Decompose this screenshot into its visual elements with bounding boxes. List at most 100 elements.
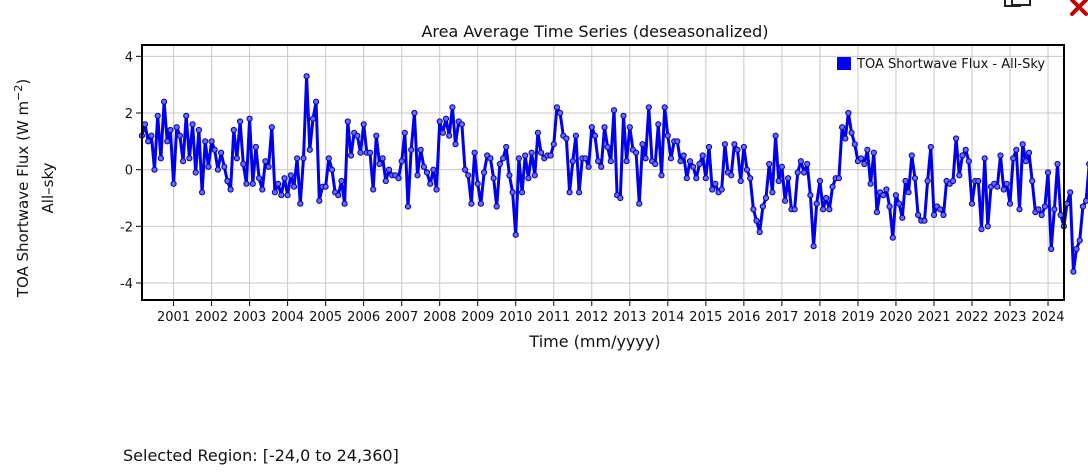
data-point[interactable] xyxy=(176,132,183,139)
data-point[interactable] xyxy=(420,163,427,170)
data-point[interactable] xyxy=(167,126,174,134)
data-point[interactable] xyxy=(1035,206,1042,213)
data-point[interactable] xyxy=(414,172,421,179)
data-point[interactable] xyxy=(699,152,706,159)
data-point[interactable] xyxy=(940,211,947,219)
data-point[interactable] xyxy=(148,132,155,139)
data-point[interactable] xyxy=(490,175,497,182)
data-point[interactable] xyxy=(569,158,576,165)
data-point[interactable] xyxy=(192,169,199,176)
data-point[interactable] xyxy=(398,158,405,165)
data-point[interactable] xyxy=(1003,180,1010,187)
data-point[interactable] xyxy=(858,155,865,162)
data-point[interactable] xyxy=(658,172,665,179)
data-point[interactable] xyxy=(417,146,424,153)
data-point[interactable] xyxy=(962,146,969,153)
data-point[interactable] xyxy=(281,175,288,182)
data-point[interactable] xyxy=(252,143,259,151)
data-point[interactable] xyxy=(287,172,294,179)
data-point[interactable] xyxy=(430,166,437,173)
data-point[interactable] xyxy=(458,121,465,128)
data-point[interactable] xyxy=(1038,211,1045,219)
data-point[interactable] xyxy=(316,197,323,204)
data-point[interactable] xyxy=(328,166,336,173)
data-point[interactable] xyxy=(655,121,662,128)
data-point[interactable] xyxy=(481,169,488,176)
data-point[interactable] xyxy=(256,175,263,182)
data-point[interactable] xyxy=(664,132,671,139)
data-point[interactable] xyxy=(506,172,513,179)
data-point[interactable] xyxy=(449,104,456,111)
data-point[interactable] xyxy=(189,121,196,128)
data-point[interactable] xyxy=(572,132,580,139)
data-point[interactable] xyxy=(278,192,285,199)
data-point[interactable] xyxy=(956,172,963,179)
data-point[interactable] xyxy=(341,200,348,207)
data-point[interactable] xyxy=(870,149,877,156)
data-point[interactable] xyxy=(965,158,972,165)
data-point[interactable] xyxy=(202,138,209,145)
data-point[interactable] xyxy=(1079,203,1087,210)
data-point[interactable] xyxy=(1070,268,1077,275)
data-point[interactable] xyxy=(404,203,412,210)
data-point[interactable] xyxy=(519,189,526,196)
data-point[interactable] xyxy=(354,132,361,139)
data-point[interactable] xyxy=(886,203,893,210)
data-point[interactable] xyxy=(240,160,247,168)
data-point[interactable] xyxy=(493,203,500,210)
data-point[interactable] xyxy=(306,146,313,153)
data-point[interactable] xyxy=(975,177,982,185)
data-point[interactable] xyxy=(734,146,741,153)
data-point[interactable] xyxy=(487,155,494,162)
data-point[interactable] xyxy=(937,206,944,213)
data-point[interactable] xyxy=(1013,146,1020,153)
data-point[interactable] xyxy=(538,149,545,156)
data-point[interactable] xyxy=(1067,189,1074,196)
data-point[interactable] xyxy=(550,141,557,148)
data-point[interactable] xyxy=(889,234,896,241)
data-point[interactable] xyxy=(557,109,564,117)
data-point[interactable] xyxy=(601,124,608,131)
data-point[interactable] xyxy=(645,104,652,111)
data-point[interactable] xyxy=(845,109,852,117)
data-point[interactable] xyxy=(433,186,440,193)
data-point[interactable] xyxy=(820,206,827,213)
data-point[interactable] xyxy=(623,158,630,165)
data-point[interactable] xyxy=(170,180,177,187)
data-point[interactable] xyxy=(702,175,709,182)
data-point[interactable] xyxy=(652,160,659,168)
data-point[interactable] xyxy=(243,180,250,187)
data-point[interactable] xyxy=(984,223,991,230)
data-point[interactable] xyxy=(766,160,773,168)
data-point[interactable] xyxy=(930,211,938,219)
data-point[interactable] xyxy=(696,160,703,168)
data-point[interactable] xyxy=(797,158,805,165)
data-point[interactable] xyxy=(949,177,957,185)
data-point[interactable] xyxy=(677,158,684,165)
data-point[interactable] xyxy=(547,152,554,159)
data-point[interactable] xyxy=(772,132,779,139)
data-point[interactable] xyxy=(778,163,786,170)
data-point[interactable] xyxy=(401,129,408,136)
data-point[interactable] xyxy=(208,138,215,145)
data-point[interactable] xyxy=(1022,158,1030,165)
data-point[interactable] xyxy=(145,138,152,145)
data-point[interactable] xyxy=(782,197,789,204)
data-point[interactable] xyxy=(205,163,212,170)
data-point[interactable] xyxy=(471,149,478,156)
data-point[interactable] xyxy=(461,166,469,173)
data-point[interactable] xyxy=(452,141,459,148)
data-point[interactable] xyxy=(233,155,240,162)
data-point[interactable] xyxy=(823,194,830,202)
data-point[interactable] xyxy=(892,192,900,199)
data-point[interactable] xyxy=(382,177,389,185)
data-point[interactable] xyxy=(376,160,383,168)
data-point[interactable] xyxy=(953,135,960,142)
data-point[interactable] xyxy=(807,192,814,199)
data-point[interactable] xyxy=(338,177,345,185)
data-point[interactable] xyxy=(525,175,532,182)
data-point[interactable] xyxy=(801,169,808,176)
data-point[interactable] xyxy=(683,175,690,182)
data-point[interactable] xyxy=(309,115,317,122)
data-point[interactable] xyxy=(633,149,640,156)
